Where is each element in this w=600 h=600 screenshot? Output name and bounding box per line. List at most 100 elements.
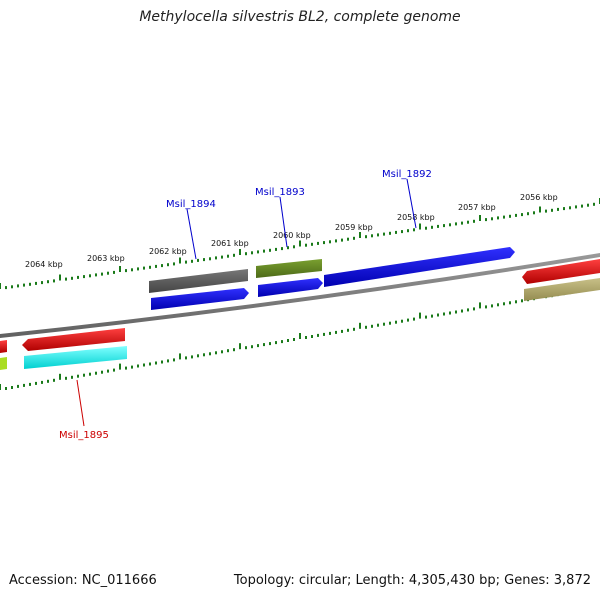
scale-tick-minor [23, 383, 25, 387]
scale-tick-minor [329, 240, 331, 244]
scale-tick-minor [209, 257, 211, 261]
gene-label-msil-1894[interactable]: Msil_1894 [166, 199, 216, 210]
scale-tick-minor [557, 207, 559, 211]
scale-label: 2057 kbp [458, 203, 496, 212]
scale-tick-minor [383, 232, 385, 236]
scale-tick-minor [269, 342, 271, 346]
scale-tick-minor [173, 262, 175, 266]
scale-label: 2060 kbp [273, 231, 311, 240]
gene-feature-msil-1892[interactable] [324, 247, 515, 287]
scale-tick-minor [287, 246, 289, 250]
gene-label-msil-1895[interactable]: Msil_1895 [59, 430, 109, 441]
scale-tick-minor [425, 226, 427, 230]
scale-tick-minor [173, 358, 175, 362]
scale-tick-minor [155, 361, 157, 365]
scale-tick-minor [455, 310, 457, 314]
scale-tick-minor [569, 206, 571, 210]
scale-tick-minor [245, 252, 247, 256]
scale-tick-minor [209, 352, 211, 356]
scale-tick-minor [263, 343, 265, 347]
scale-tick-minor [161, 264, 163, 268]
scale-tick-minor [323, 241, 325, 245]
scale-tick-minor [341, 329, 343, 333]
scale-tick-minor [143, 363, 145, 367]
scale-tick-minor [515, 213, 517, 217]
scale-tick-minor [335, 330, 337, 334]
scale-tick-minor [191, 355, 193, 359]
scale-tick-minor [407, 318, 409, 322]
scale-tick-minor [353, 327, 355, 331]
gene-feature-msil-1894[interactable] [151, 288, 249, 310]
scale-tick-minor [527, 212, 529, 216]
scale-tick-minor [593, 202, 595, 206]
scale-tick-minor [83, 275, 85, 279]
scale-tick-minor [233, 348, 235, 352]
scale-label: 2061 kbp [211, 239, 249, 248]
scale-tick-major [419, 312, 421, 319]
gene-feature-msil-1895[interactable] [22, 328, 125, 351]
gene-feature-msil-1893[interactable] [258, 278, 323, 297]
scale-tick-minor [113, 270, 115, 274]
gene-feature-red-edge[interactable] [0, 340, 7, 353]
scale-tick-minor [251, 251, 253, 255]
scale-tick-minor [221, 350, 223, 354]
scale-tick-minor [155, 264, 157, 268]
scale-tick-minor [35, 281, 37, 285]
scale-tick-minor [497, 303, 499, 307]
scale-tick-major [179, 353, 181, 360]
scale-tick-minor [257, 344, 259, 348]
scale-tick-major [59, 373, 61, 380]
gene-feature-red-right[interactable] [522, 259, 600, 284]
gene-label-msil-1892[interactable]: Msil_1892 [382, 169, 432, 180]
scale-tick-minor [515, 300, 517, 304]
scale-tick-minor [587, 203, 589, 207]
gene-feature-olive[interactable] [256, 259, 322, 278]
scale-tick-minor [425, 315, 427, 319]
scale-tick-minor [251, 345, 253, 349]
scale-tick-major [299, 333, 301, 339]
scale-tick-minor [53, 279, 55, 283]
scale-tick-minor [533, 211, 535, 215]
scale-tick-major [299, 240, 301, 247]
scale-tick-major [359, 322, 361, 329]
scale-tick-minor [341, 238, 343, 242]
scale-tick-minor [41, 281, 43, 285]
gene-feature-khaki-right[interactable] [524, 278, 600, 301]
scale-tick-minor [137, 364, 139, 368]
scale-tick-minor [161, 360, 163, 364]
scale-tick-minor [5, 387, 7, 390]
scale-tick-minor [377, 323, 379, 327]
gene-label-msil-1893[interactable]: Msil_1893 [255, 187, 305, 198]
scale-tick-minor [305, 243, 307, 247]
genome-backbone [0, 253, 600, 338]
scale-tick-minor [29, 282, 31, 286]
scale-tick-minor [41, 380, 43, 384]
scale-tick-minor [293, 245, 295, 249]
scale-tick-minor [107, 271, 109, 275]
gene-feature-cyan[interactable] [24, 346, 127, 369]
scale-tick-minor [371, 234, 373, 238]
scale-tick-major [119, 363, 121, 370]
scale-tick-minor [317, 241, 319, 245]
scale-tick-minor [383, 322, 385, 326]
scale-tick-minor [365, 235, 367, 239]
outer-scale-ticks [0, 198, 600, 290]
scale-tick-minor [389, 321, 391, 325]
scale-tick-minor [197, 258, 199, 262]
accession-text: Accession: NC_011666 [9, 573, 157, 588]
scale-tick-minor [371, 324, 373, 328]
scale-tick-minor [263, 249, 265, 253]
gene-feature-lime-edge[interactable] [0, 357, 7, 370]
scale-tick-minor [551, 208, 553, 212]
scale-tick-minor [437, 224, 439, 228]
scale-tick-minor [491, 217, 493, 221]
scale-tick-major [59, 274, 61, 281]
scale-tick-minor [125, 269, 127, 273]
scale-tick-minor [257, 250, 259, 254]
scale-tick-minor [125, 366, 127, 370]
scale-tick-minor [443, 312, 445, 316]
scale-tick-minor [203, 353, 205, 357]
gene-feature-gray[interactable] [149, 269, 248, 293]
scale-tick-minor [377, 233, 379, 237]
